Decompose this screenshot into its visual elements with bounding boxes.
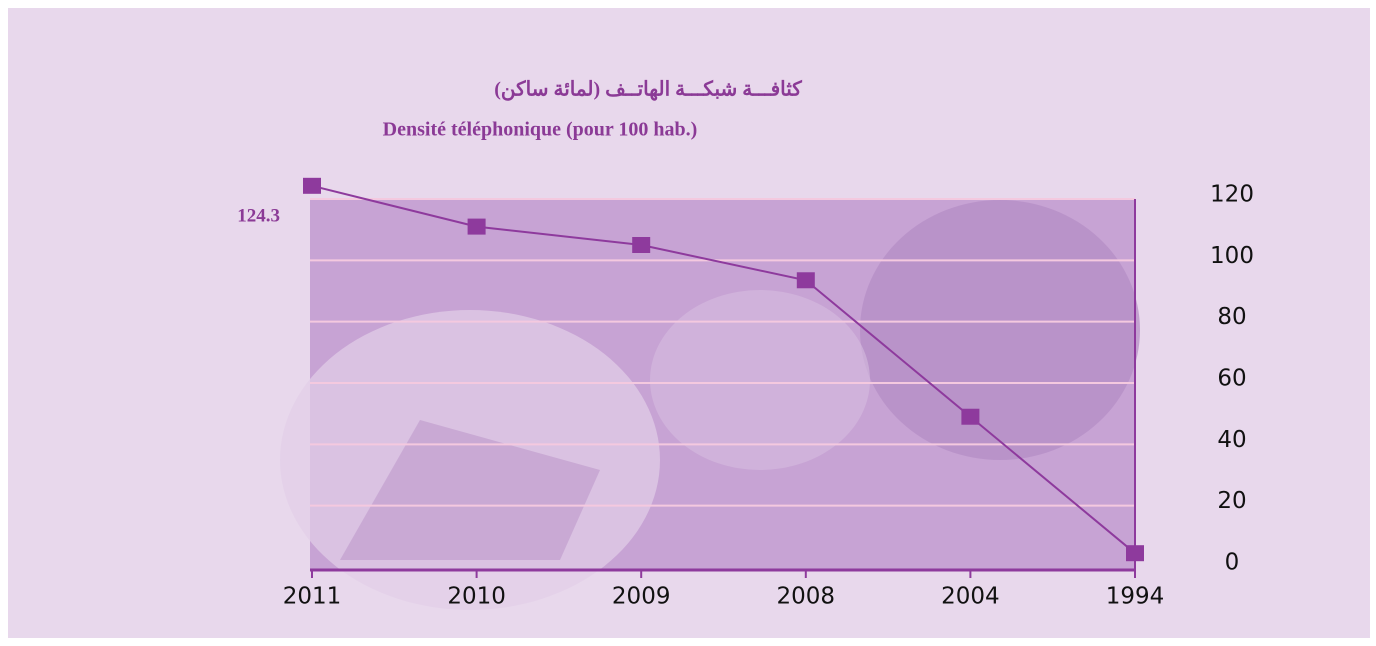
y-tick-label: 60: [1217, 366, 1246, 392]
chart-subtitle: Densité téléphonique (pour 100 hab.): [383, 119, 698, 141]
data-label: 124.3: [237, 205, 280, 226]
y-tick-label: 20: [1217, 488, 1246, 514]
x-tick-label: 2009: [612, 584, 671, 610]
x-tick-label: 2010: [447, 584, 506, 610]
marker: [961, 409, 979, 425]
chart: كثافـــة شبكـــة الهاتــف (لمائة ساكن) D…: [0, 0, 1376, 646]
y-tick-label: 0: [1225, 550, 1240, 576]
marker: [303, 178, 321, 194]
chart-title: كثافـــة شبكـــة الهاتــف (لمائة ساكن): [494, 79, 802, 102]
y-tick-label: 40: [1217, 427, 1246, 453]
marker: [797, 272, 815, 288]
x-tick-label: 1994: [1106, 584, 1165, 610]
y-tick-label: 100: [1210, 243, 1254, 269]
y-tick-label: 120: [1210, 182, 1254, 208]
x-tick-label: 2004: [941, 584, 1000, 610]
marker: [468, 219, 486, 235]
x-tick-label: 2008: [777, 584, 836, 610]
marker: [632, 237, 650, 253]
x-tick-label: 2011: [283, 584, 342, 610]
y-tick-label: 80: [1217, 304, 1246, 330]
marker: [1126, 545, 1144, 561]
